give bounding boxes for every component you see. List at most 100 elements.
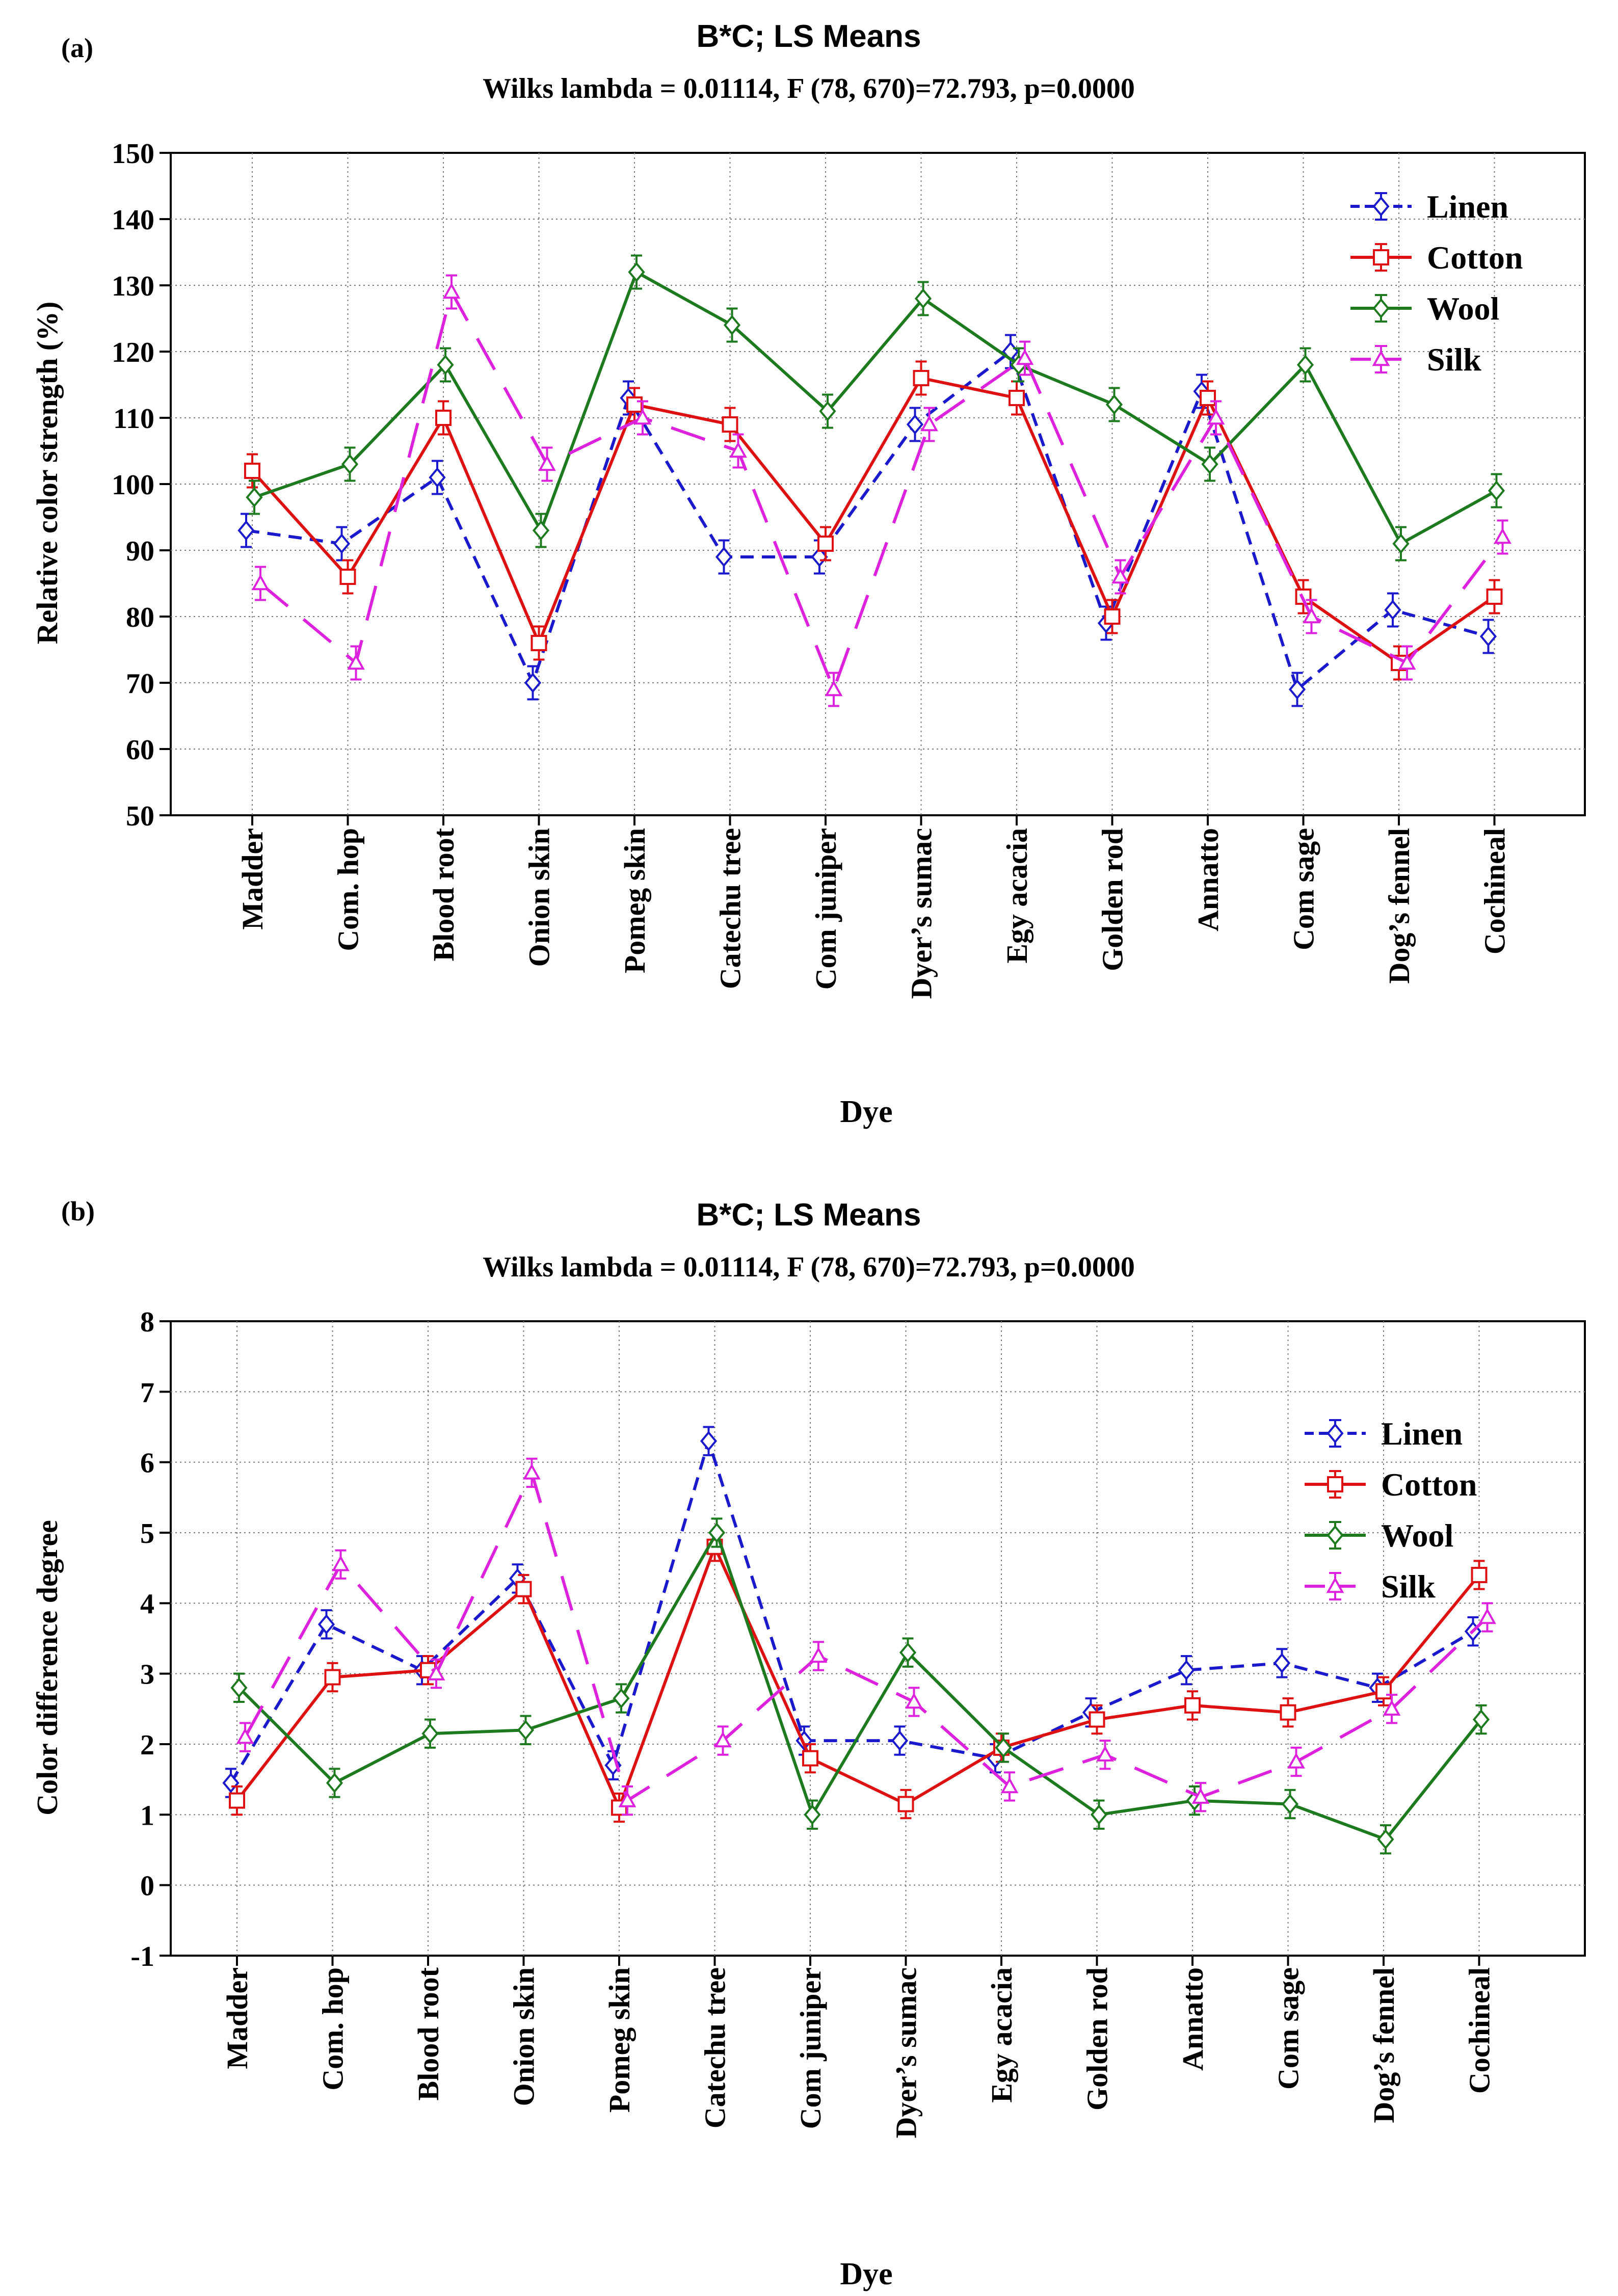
x-tick-label-madder: Madder	[221, 1967, 254, 2069]
marker-square	[1280, 1704, 1296, 1721]
y-tick-label: -1	[130, 1941, 154, 1972]
marker-triangle	[714, 1731, 732, 1748]
marker-diamond	[1472, 1709, 1490, 1730]
y-tick-label: 70	[126, 668, 154, 700]
series-line-linen	[229, 1439, 1474, 1784]
data-point-silk-catechu-tree	[714, 1725, 732, 1756]
y-tick-label: 90	[126, 536, 154, 567]
marker-diamond	[804, 1804, 821, 1825]
data-point-silk-madder	[236, 1722, 254, 1752]
x-tick-label-annatto: Annatto	[1176, 1967, 1209, 2071]
data-point-silk-catechu-tree	[729, 433, 747, 469]
marker-diamond	[341, 454, 359, 474]
marker-square	[1104, 608, 1121, 625]
data-point-linen-dyer-s-sumac	[891, 1725, 909, 1756]
data-point-wool-dyer-s-sumac	[914, 281, 932, 316]
data-point-cotton-annatto	[1184, 1690, 1201, 1721]
data-point-linen-onion-skin	[524, 665, 542, 701]
legend-label-silk: Silk	[1381, 1568, 1436, 1605]
marker-diamond	[1327, 1423, 1344, 1444]
data-point-wool-com-hop	[341, 446, 359, 482]
y-tick-label: 6	[140, 1448, 154, 1479]
marker-triangle	[1016, 349, 1034, 365]
marker-diamond	[237, 520, 255, 541]
x-tick-label-com-juniper: Com juniper	[794, 1967, 827, 2129]
data-point-cotton-com-sage	[1280, 1697, 1296, 1728]
data-point-linen-catechu-tree	[715, 539, 733, 575]
data-point-cotton-cochineal	[1471, 1560, 1488, 1590]
marker-diamond	[819, 401, 836, 421]
x-tick-label-com-sage: Com sage	[1272, 1967, 1305, 2090]
x-tick-label-pomeg-skin: Pomeg skin	[618, 828, 651, 973]
legend-label-cotton: Cotton	[1381, 1466, 1477, 1503]
data-point-silk-com-sage	[1303, 599, 1320, 634]
data-point-cotton-com-hop	[339, 559, 356, 595]
marker-square	[1089, 1711, 1105, 1728]
legend-item-wool: Wool	[1350, 290, 1499, 327]
x-tick-label-dog-s-fennel: Dog’s fennel	[1367, 1967, 1400, 2123]
marker-triangle	[729, 441, 747, 458]
chart-panel-a: (a) B*C; LS Means Wilks lambda = 0.01114…	[31, 19, 1586, 1129]
marker-diamond	[906, 414, 924, 435]
marker-triangle	[1191, 1787, 1210, 1804]
data-point-silk-cochineal	[1494, 519, 1511, 555]
data-point-linen-dog-s-fennel	[1384, 592, 1401, 628]
marker-diamond	[524, 673, 542, 693]
marker-diamond	[333, 533, 351, 554]
legend-label-silk: Silk	[1427, 341, 1481, 378]
x-tick-label-madder: Madder	[236, 828, 269, 930]
data-point-wool-com-juniper	[804, 1799, 821, 1830]
data-point-silk-com-hop	[332, 1549, 350, 1580]
marker-triangle	[427, 1664, 445, 1680]
marker-diamond	[1372, 298, 1390, 318]
x-tick-label-egy-acacia: Egy acacia	[1000, 828, 1033, 964]
data-point-linen-com-sage	[1288, 672, 1306, 707]
marker-triangle	[1287, 1752, 1305, 1769]
data-point-silk-pomeg-skin	[618, 1785, 636, 1816]
data-point-wool-golden-rod	[1090, 1799, 1108, 1830]
data-point-linen-cochineal	[1479, 619, 1497, 654]
plot-frame-b	[170, 1320, 1586, 1957]
data-point-wool-egy-acacia	[995, 1732, 1012, 1763]
legend-item-cotton: Cotton	[1305, 1466, 1477, 1503]
data-point-wool-onion-skin	[517, 1715, 535, 1745]
y-tick-label: 110	[113, 403, 154, 435]
data-point-silk-dyer-s-sumac	[920, 407, 938, 442]
data-point-cotton-dyer-s-sumac	[897, 1788, 914, 1820]
marker-square	[435, 410, 452, 426]
marker-square	[1200, 390, 1216, 406]
marker-diamond	[532, 520, 550, 541]
marker-square	[817, 536, 834, 552]
marker-diamond	[914, 288, 932, 309]
data-point-silk-annatto	[1191, 1782, 1210, 1812]
marker-diamond	[628, 262, 645, 282]
x-tick-label-catechu-tree: Catechu tree	[714, 828, 747, 989]
marker-triangle	[1303, 607, 1320, 624]
data-point-cotton-golden-rod	[1089, 1704, 1105, 1735]
data-point-cotton-com-juniper	[802, 1743, 818, 1774]
data-point-silk-onion-skin	[538, 446, 556, 482]
marker-square	[1327, 1476, 1343, 1492]
legend-label-cotton: Cotton	[1427, 239, 1523, 276]
data-point-silk-madder	[251, 566, 270, 601]
marker-diamond	[326, 1773, 343, 1794]
x-tick-label-com-hop: Com. hop	[332, 828, 365, 951]
data-point-wool-cochineal	[1472, 1704, 1490, 1735]
panel-label-b: (b)	[61, 1196, 95, 1226]
y-tick-label: 120	[112, 337, 154, 368]
data-point-wool-onion-skin	[532, 513, 550, 548]
y-tick-label: 140	[112, 204, 154, 236]
marker-diamond	[246, 487, 263, 508]
marker-diamond	[429, 467, 446, 488]
marker-triangle	[1383, 1699, 1401, 1716]
data-point-cotton-golden-rod	[1104, 599, 1121, 634]
legend-item-cotton: Cotton	[1350, 239, 1523, 276]
marker-triangle	[1000, 1777, 1019, 1794]
data-point-cotton-dyer-s-sumac	[913, 360, 930, 396]
x-tick-label-com-hop: Com. hop	[316, 1967, 350, 2091]
legend-label-wool: Wool	[1427, 290, 1499, 327]
data-point-silk-blood-root	[427, 1659, 445, 1689]
x-tick-label-com-juniper: Com juniper	[809, 828, 842, 990]
data-point-cotton-madder	[244, 453, 260, 489]
data-point-linen-madder	[237, 513, 255, 548]
